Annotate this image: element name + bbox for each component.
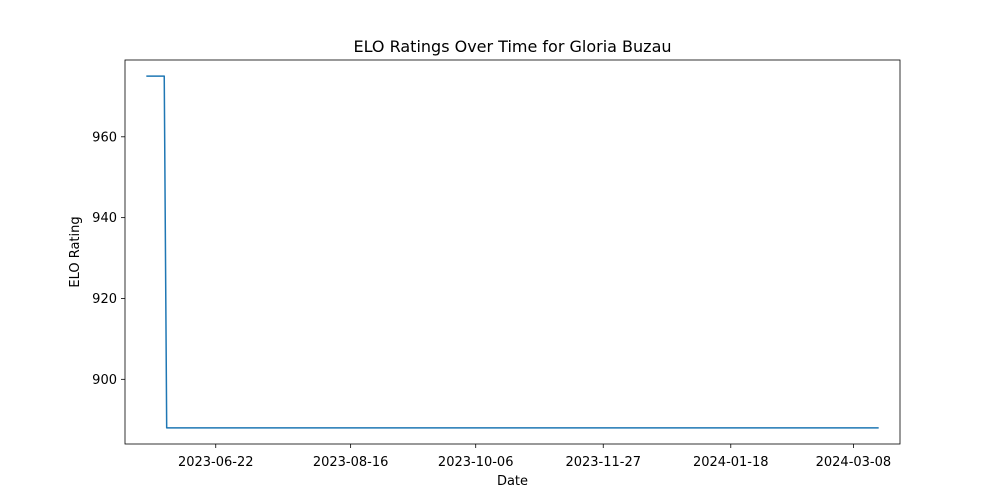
chart-title: ELO Ratings Over Time for Gloria Buzau — [353, 37, 671, 56]
y-axis: 900 920 940 960 — [92, 130, 125, 388]
y-tick-label: 900 — [92, 373, 117, 388]
y-tick-label: 940 — [92, 211, 117, 226]
series-line-0 — [146, 75, 879, 429]
x-tick-label: 2023-08-16 — [313, 455, 389, 470]
x-tick-label: 2024-01-18 — [693, 455, 769, 470]
plot-area — [124, 59, 901, 445]
x-tick-label: 2023-10-06 — [438, 455, 514, 470]
y-tick-label: 920 — [92, 292, 117, 307]
x-axis: 2023-06-22 2023-08-16 2023-10-06 2023-11-27… — [178, 444, 891, 470]
x-tick-label: 2023-11-27 — [565, 455, 641, 470]
x-tick-label: 2023-06-22 — [178, 455, 254, 470]
plot-frame — [124, 59, 901, 445]
x-axis-label: Date — [497, 474, 528, 489]
y-axis-label: ELO Rating — [68, 216, 83, 287]
x-tick-label: 2024-03-08 — [816, 455, 892, 470]
y-tick-label: 960 — [92, 130, 117, 145]
